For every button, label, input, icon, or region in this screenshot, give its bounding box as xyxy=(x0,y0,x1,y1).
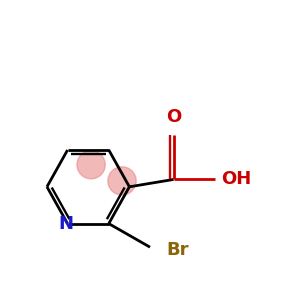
Text: Br: Br xyxy=(166,241,189,259)
Text: O: O xyxy=(166,108,181,126)
Circle shape xyxy=(77,151,105,179)
Text: OH: OH xyxy=(221,170,251,188)
Circle shape xyxy=(108,167,136,195)
Text: N: N xyxy=(58,214,74,232)
